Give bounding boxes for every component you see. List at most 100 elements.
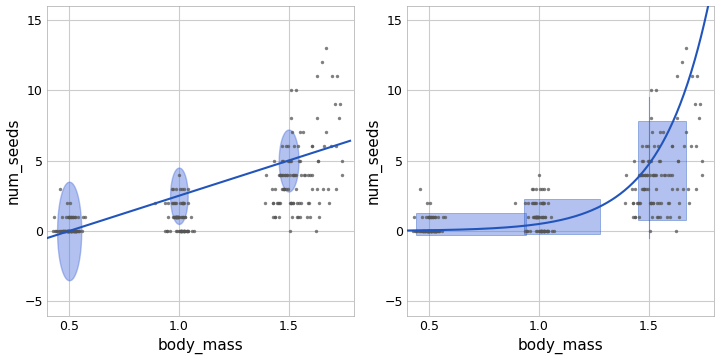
Point	[325, 144, 337, 149]
Point	[528, 200, 539, 206]
Point	[285, 200, 297, 206]
Point	[522, 228, 534, 234]
Point	[64, 214, 76, 220]
Point	[269, 214, 281, 220]
Point	[423, 228, 435, 234]
Point	[284, 172, 296, 177]
Point	[427, 214, 438, 220]
Point	[657, 130, 668, 135]
Point	[306, 172, 318, 177]
Point	[636, 144, 647, 149]
Point	[312, 158, 323, 163]
Point	[418, 228, 430, 234]
Point	[277, 186, 289, 192]
Point	[178, 228, 189, 234]
Point	[642, 186, 654, 192]
Point	[167, 200, 179, 206]
Point	[627, 200, 639, 206]
Point	[671, 186, 683, 192]
Point	[536, 228, 548, 234]
Point	[162, 214, 174, 220]
Point	[647, 200, 659, 206]
Point	[533, 214, 544, 220]
Point	[159, 228, 171, 234]
Point	[289, 172, 301, 177]
Point	[260, 172, 271, 177]
Point	[287, 200, 298, 206]
Point	[409, 214, 420, 220]
Point	[693, 116, 705, 121]
Point	[645, 158, 657, 163]
Point	[536, 228, 547, 234]
Point	[654, 130, 666, 135]
Point	[432, 214, 444, 220]
Point	[427, 228, 438, 234]
Point	[54, 186, 66, 192]
Point	[175, 214, 186, 220]
Point	[526, 186, 538, 192]
Point	[549, 228, 560, 234]
Point	[685, 144, 697, 149]
Point	[650, 186, 662, 192]
Point	[63, 228, 75, 234]
Point	[690, 144, 702, 149]
Point	[281, 172, 292, 177]
Point	[528, 214, 540, 220]
Point	[423, 228, 435, 234]
Point	[428, 228, 439, 234]
Point	[430, 228, 441, 234]
X-axis label: body_mass: body_mass	[518, 338, 603, 355]
Point	[525, 228, 536, 234]
Point	[68, 228, 80, 234]
X-axis label: body_mass: body_mass	[158, 338, 243, 355]
Point	[626, 186, 638, 192]
Point	[652, 144, 664, 149]
Point	[58, 228, 69, 234]
Point	[286, 130, 297, 135]
Point	[677, 186, 688, 192]
Point	[289, 144, 300, 149]
Point	[167, 214, 179, 220]
Point	[529, 214, 541, 220]
Point	[179, 228, 191, 234]
Point	[672, 158, 683, 163]
Point	[415, 228, 427, 234]
Point	[323, 200, 335, 206]
Point	[424, 200, 436, 206]
Point	[541, 228, 553, 234]
Point	[426, 214, 438, 220]
Point	[628, 158, 639, 163]
Point	[274, 172, 285, 177]
Point	[418, 228, 429, 234]
Point	[166, 186, 178, 192]
Point	[670, 228, 682, 234]
Point	[673, 214, 685, 220]
Point	[57, 228, 68, 234]
Point	[431, 228, 442, 234]
Point	[531, 214, 542, 220]
Point	[169, 214, 181, 220]
Point	[294, 158, 305, 163]
Point	[671, 116, 683, 121]
Point	[178, 228, 189, 234]
Point	[539, 228, 550, 234]
Point	[696, 158, 708, 163]
Point	[530, 214, 541, 220]
Point	[423, 214, 435, 220]
Point	[423, 228, 434, 234]
Point	[631, 200, 643, 206]
Point	[72, 228, 84, 234]
Point	[333, 116, 345, 121]
Point	[639, 186, 650, 192]
Point	[279, 186, 290, 192]
Point	[531, 186, 542, 192]
Point	[50, 228, 62, 234]
Point	[170, 214, 181, 220]
Point	[676, 59, 688, 65]
Point	[287, 172, 299, 177]
Point	[170, 200, 181, 206]
Point	[683, 186, 694, 192]
Point	[541, 228, 552, 234]
Point	[71, 228, 82, 234]
Point	[269, 214, 281, 220]
